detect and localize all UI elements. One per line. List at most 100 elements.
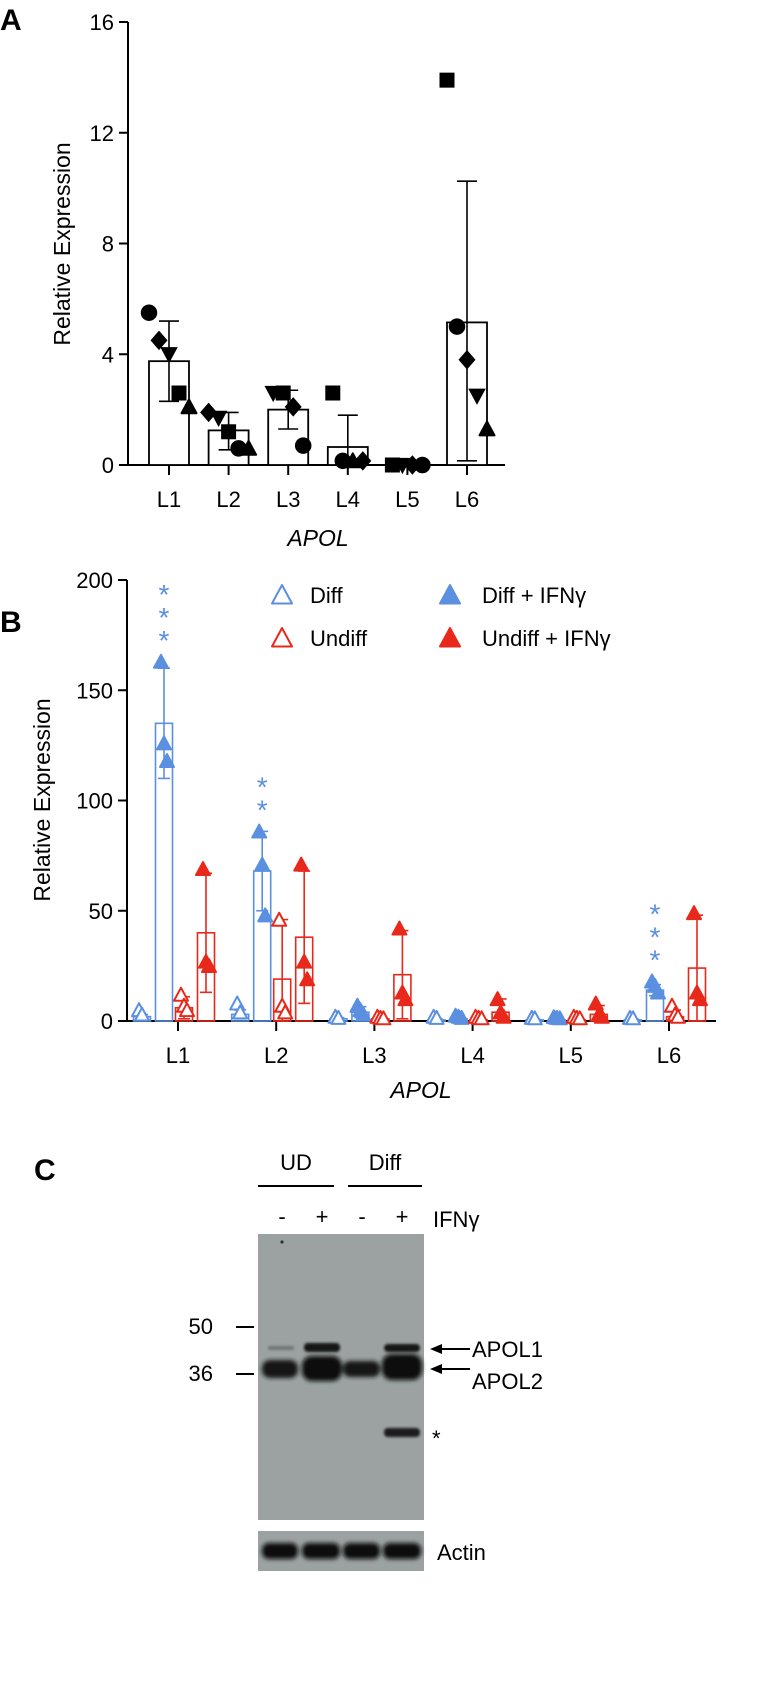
b-point-L2-s3	[296, 953, 313, 969]
apol2-band-lane3	[343, 1361, 380, 1377]
a-xtick-label: L1	[157, 487, 181, 512]
apol2-label: APOL2	[472, 1369, 543, 1394]
b-ytick-label: 150	[76, 678, 113, 703]
actin-band-lane1	[262, 1543, 298, 1559]
b-point-L1-s2	[173, 986, 189, 1002]
b-legend-marker-s1	[439, 584, 461, 605]
actin-band-lane2	[302, 1543, 340, 1559]
b-point-L5-s3	[593, 1008, 610, 1024]
a-point-L3	[294, 437, 312, 454]
a-point-L1	[140, 304, 158, 321]
a-point-L1	[160, 347, 178, 364]
b-legend-label-s0: Diff	[310, 583, 343, 608]
panel-c-letter: C	[34, 1154, 56, 1187]
b-legend-label-s1: Diff + IFNγ	[482, 583, 586, 608]
apol1-label: APOL1	[472, 1337, 543, 1362]
apol1-band-lane4	[384, 1344, 420, 1352]
a-ytick-label: 8	[102, 232, 114, 257]
apol1-arrow	[430, 1344, 470, 1354]
a-point-L2	[221, 424, 237, 440]
lane-sign-2: +	[316, 1204, 329, 1229]
b-significance-star-L6: *	[650, 922, 661, 953]
b-point-L2-s1	[254, 856, 271, 872]
apol1-band-lane1	[268, 1346, 294, 1350]
b-ytick-label: 100	[76, 789, 113, 814]
b-point-L2-s2	[277, 1004, 294, 1020]
b-legend-marker-s2	[271, 627, 293, 648]
a-point-L3	[284, 397, 302, 417]
marker-36: 36	[189, 1361, 213, 1386]
blot-group-label-diff: Diff	[369, 1150, 402, 1175]
b-point-L6-s0	[625, 1010, 641, 1026]
a-ylabel: Relative Expression	[49, 142, 75, 345]
a-point-L1	[150, 330, 168, 351]
b-point-L3-s3	[397, 991, 414, 1007]
apol2-band-lane1	[262, 1360, 298, 1378]
b-point-L3-s2	[375, 1010, 392, 1026]
b-point-L1-s1	[156, 735, 172, 751]
panel-b-letter: B	[0, 606, 22, 639]
a-ytick-label: 4	[102, 342, 114, 367]
b-point-L5-s1	[551, 1010, 568, 1026]
b-point-L4-s0	[428, 1009, 445, 1025]
b-point-L5-s2	[571, 1010, 588, 1026]
star-band-label: *	[432, 1426, 441, 1451]
b-ylabel: Relative Expression	[29, 698, 55, 901]
b-point-L1-s1	[153, 653, 169, 669]
b-xtick-label: L2	[264, 1043, 288, 1068]
b-point-L2-s1	[251, 823, 268, 839]
a-ytick-label: 0	[102, 453, 114, 478]
chart-a: 0 4 8 12 16 Relative Expression APOL L1 L2 L3 L4 L5…	[49, 10, 505, 551]
b-xlabel: APOL	[388, 1077, 451, 1103]
b-ytick-label: 50	[89, 899, 113, 924]
b-ytick-label: 200	[76, 568, 113, 593]
b-legend-label-s2: Undiff	[310, 626, 368, 651]
a-point-L1	[171, 385, 187, 401]
b-point-L3-s1	[355, 1006, 372, 1022]
a-point-L6	[448, 318, 466, 335]
b-significance-star-L6: *	[650, 899, 661, 930]
a-point-L5	[414, 456, 431, 474]
b-point-L2-s1	[257, 907, 274, 923]
a-xtick-label: L2	[216, 487, 240, 512]
a-xtick-label: L6	[455, 487, 479, 512]
b-point-L1-s1	[159, 753, 175, 768]
actin-band-lane3	[343, 1543, 380, 1559]
b-point-L6-s3	[692, 991, 708, 1007]
b-significance-star-L1: *	[159, 579, 170, 610]
membrane-speck	[280, 1240, 284, 1244]
b-significance-star-L1: *	[159, 602, 170, 633]
a-ytick-label: 12	[90, 121, 114, 146]
a-point-L2	[209, 410, 228, 428]
b-xtick-label: L3	[362, 1043, 386, 1068]
b-xtick-label: L5	[559, 1043, 583, 1068]
b-significance-star-L1: *	[159, 625, 170, 656]
apol1-band-lane2	[304, 1343, 340, 1352]
b-significance-star-L2: *	[257, 772, 268, 803]
star-band-lane4	[384, 1428, 420, 1437]
b-legend-marker-s3	[439, 627, 461, 648]
b-ytick-label: 0	[101, 1009, 113, 1034]
b-xtick-label: L6	[657, 1043, 681, 1068]
actin-label: Actin	[437, 1540, 486, 1565]
a-point-L6	[478, 420, 496, 437]
b-point-L6-s3	[686, 905, 702, 921]
b-significance-star-L2: *	[257, 795, 268, 826]
lane-sign-3: -	[358, 1204, 365, 1229]
a-xtick-label: L3	[276, 487, 300, 512]
a-point-L6	[439, 72, 455, 88]
a-point-L2	[240, 439, 258, 456]
b-point-L1-s3	[195, 861, 211, 877]
apol2-arrow	[430, 1364, 470, 1374]
b-point-L4-s2	[473, 1010, 490, 1026]
b-point-L4-s3	[489, 991, 506, 1007]
b-xtick-label: L4	[460, 1043, 484, 1068]
a-point-L4	[325, 385, 341, 401]
b-point-L2-s3	[293, 856, 310, 872]
western-blot: UD Diff - + - + IFNγ 50 36	[189, 1150, 543, 1571]
b-point-L5-s3	[587, 995, 604, 1011]
a-ytick-label: 16	[90, 10, 114, 35]
b-point-L3-s3	[391, 920, 408, 936]
actin-band-lane4	[383, 1543, 421, 1559]
